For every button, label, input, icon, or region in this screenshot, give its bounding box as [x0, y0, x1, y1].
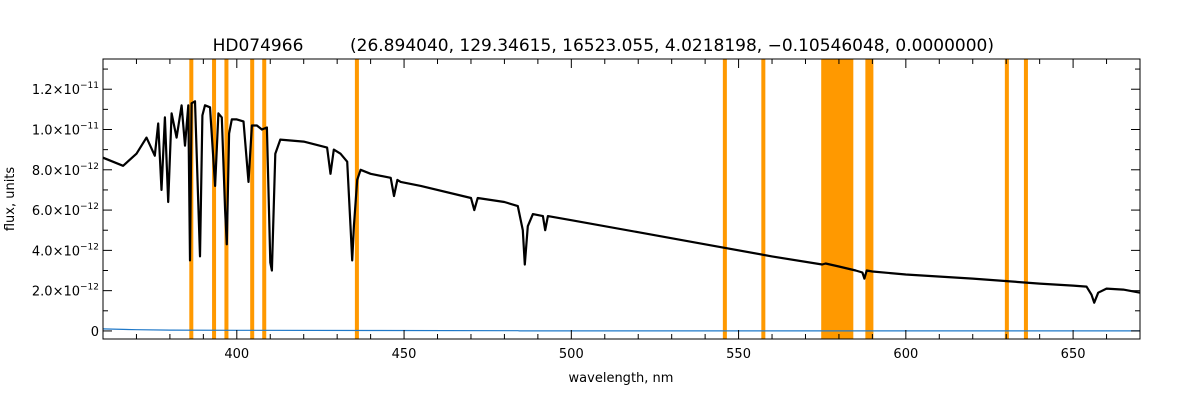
mask-band-10 — [1004, 59, 1009, 339]
data-series — [102, 100, 1141, 332]
chart-title: HD074966 — [213, 36, 304, 56]
flux-line — [102, 100, 1141, 304]
y-axis-ticks: 0 2.0×10−12 4.0×10−12 6.0×10−12 8.0×10−12 1.0… — [32, 68, 1140, 340]
y-tick-label: 4.0×10−12 — [32, 242, 99, 259]
y-tick-label: 1.0×10−11 — [32, 122, 99, 139]
error-line — [102, 328, 1140, 332]
y-tick-label: 1.2×10−11 — [32, 81, 99, 98]
x-tick-label: 450 — [392, 347, 417, 362]
mask-band-2 — [224, 59, 229, 339]
x-tick-label: 600 — [893, 347, 918, 362]
y-axis-label: flux, units — [3, 167, 18, 232]
mask-band-9 — [865, 59, 874, 339]
mask-band-7 — [761, 59, 766, 339]
y-tick-label: 8.0×10−12 — [32, 162, 99, 179]
mask-band-11 — [1023, 59, 1028, 339]
mask-bands — [189, 59, 1028, 339]
mask-band-8 — [821, 59, 854, 339]
x-tick-label: 400 — [224, 347, 249, 362]
y-tick-label: 2.0×10−12 — [32, 283, 99, 300]
x-axis-ticks: 400 450 500 550 600 650 — [102, 59, 1141, 362]
plot-frame — [102, 58, 1141, 340]
mask-band-3 — [250, 59, 255, 339]
y-tick-label: 0 — [91, 325, 99, 340]
x-axis-label: wavelength, nm — [569, 371, 674, 386]
x-tick-label: 650 — [1061, 347, 1086, 362]
mask-band-6 — [722, 59, 727, 339]
y-tick-label: 6.0×10−12 — [32, 202, 99, 219]
x-tick-label: 550 — [726, 347, 751, 362]
chart-subtitle: (26.894040, 129.34615, 16523.055, 4.0218… — [350, 36, 994, 56]
mask-band-1 — [212, 59, 217, 339]
x-tick-label: 500 — [559, 347, 584, 362]
mask-band-4 — [262, 59, 267, 339]
